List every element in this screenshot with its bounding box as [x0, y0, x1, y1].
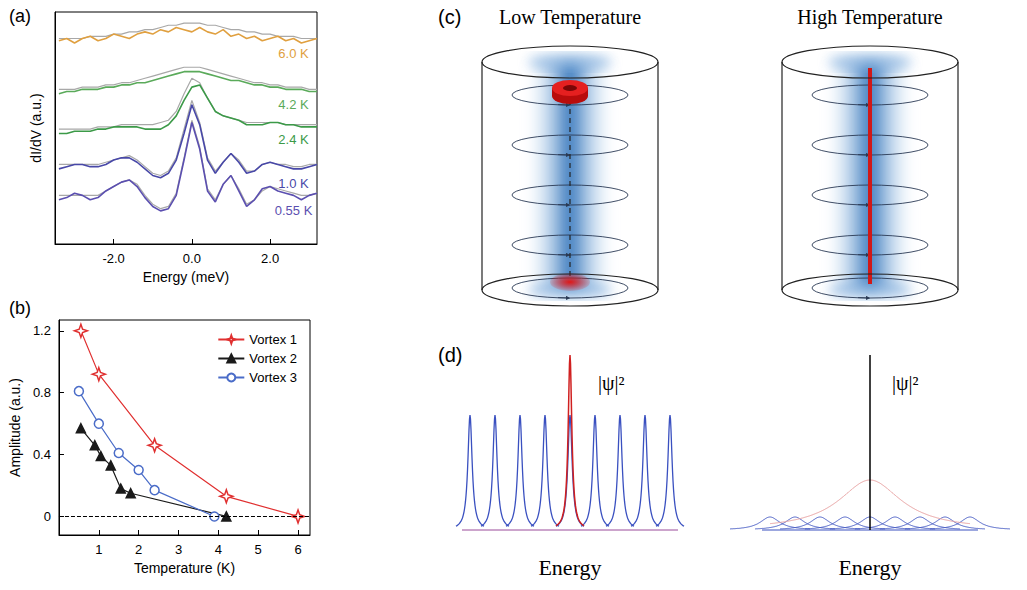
svg-text:Vortex 3: Vortex 3: [249, 370, 297, 385]
svg-text:(c): (c): [438, 6, 461, 28]
svg-text:(d): (d): [438, 344, 462, 366]
svg-text:1: 1: [95, 542, 102, 557]
svg-text:(b): (b): [9, 298, 31, 318]
svg-text:0.55 K: 0.55 K: [275, 203, 313, 218]
svg-text:2.0: 2.0: [261, 251, 279, 266]
svg-text:1.0 K: 1.0 K: [278, 176, 309, 191]
svg-text:dI/dV (a.u.): dI/dV (a.u.): [28, 93, 44, 162]
svg-text:|ψ|²: |ψ|²: [892, 372, 919, 395]
svg-text:|ψ|²: |ψ|²: [598, 372, 625, 395]
svg-text:Low Temperature: Low Temperature: [499, 6, 641, 29]
svg-text:0: 0: [44, 509, 51, 524]
svg-text:1.2: 1.2: [33, 323, 51, 338]
svg-text:4.2 K: 4.2 K: [278, 97, 309, 112]
svg-text:0.0: 0.0: [183, 251, 201, 266]
svg-text:0.4: 0.4: [33, 447, 51, 462]
svg-text:Vortex 1: Vortex 1: [249, 332, 297, 347]
svg-text:6.0 K: 6.0 K: [278, 46, 309, 61]
svg-text:6: 6: [294, 542, 301, 557]
svg-text:High Temperature: High Temperature: [797, 6, 943, 29]
svg-text:2.4 K: 2.4 K: [278, 132, 309, 147]
svg-text:5: 5: [255, 542, 262, 557]
svg-text:Energy (meV): Energy (meV): [143, 269, 229, 285]
svg-text:3: 3: [175, 542, 182, 557]
svg-text:(a): (a): [9, 6, 31, 26]
svg-text:Vortex 2: Vortex 2: [249, 351, 297, 366]
svg-text:4: 4: [215, 542, 222, 557]
svg-text:Temperature (K): Temperature (K): [134, 560, 235, 576]
svg-text:Energy: Energy: [538, 555, 601, 580]
svg-text:-2.0: -2.0: [102, 251, 124, 266]
svg-text:Energy: Energy: [838, 555, 901, 580]
svg-text:Amplitude (a.u.): Amplitude (a.u.): [7, 378, 23, 477]
svg-text:2: 2: [135, 542, 142, 557]
svg-text:0.8: 0.8: [33, 385, 51, 400]
